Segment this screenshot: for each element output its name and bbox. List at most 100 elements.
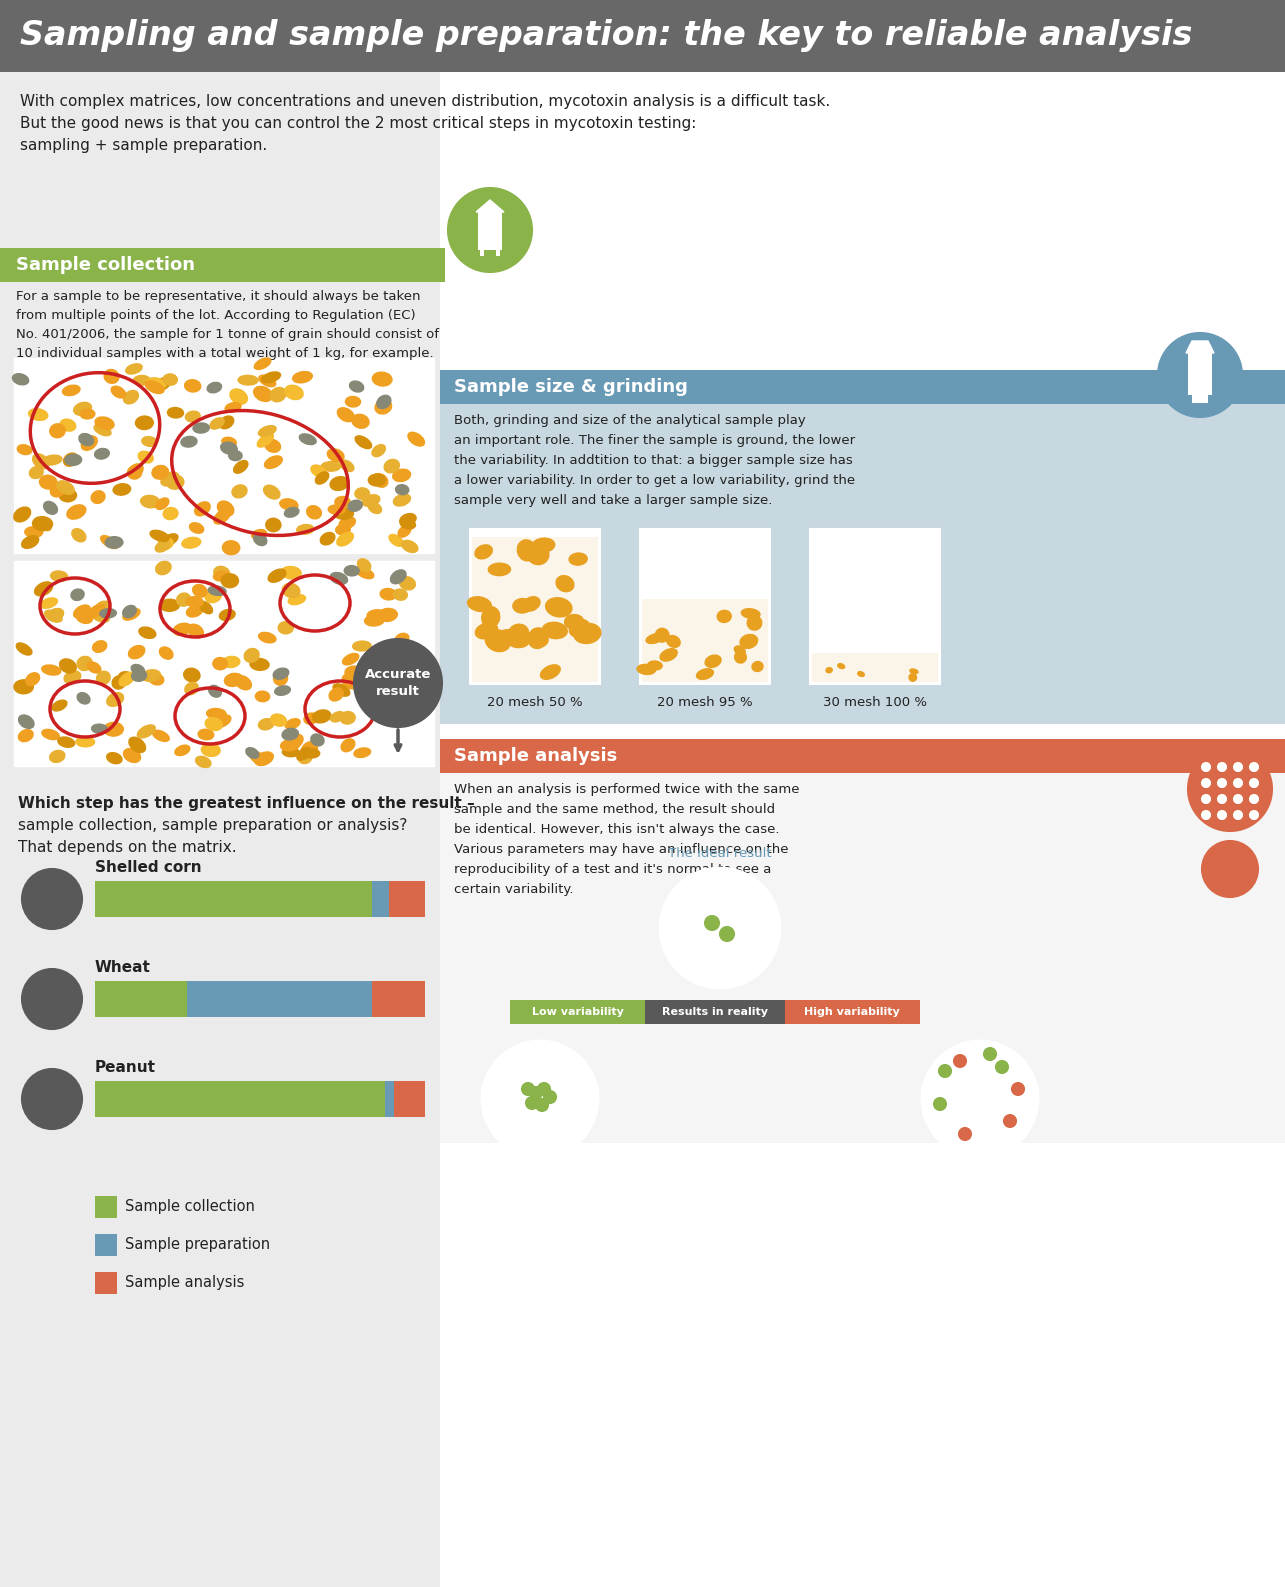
- Circle shape: [22, 970, 82, 1028]
- Circle shape: [1250, 779, 1258, 787]
- Ellipse shape: [297, 747, 311, 760]
- Ellipse shape: [36, 517, 51, 530]
- Ellipse shape: [193, 424, 209, 433]
- Ellipse shape: [163, 375, 177, 386]
- Ellipse shape: [213, 567, 230, 579]
- Ellipse shape: [155, 378, 171, 390]
- Ellipse shape: [141, 436, 157, 446]
- Circle shape: [984, 1047, 996, 1060]
- Ellipse shape: [95, 449, 109, 459]
- Ellipse shape: [285, 386, 303, 400]
- Ellipse shape: [646, 633, 664, 643]
- Circle shape: [1218, 795, 1226, 803]
- Bar: [95, 1273, 117, 1293]
- Circle shape: [660, 868, 780, 989]
- Ellipse shape: [858, 671, 865, 676]
- Bar: [439, 405, 1285, 724]
- Ellipse shape: [186, 605, 203, 617]
- Ellipse shape: [77, 692, 90, 705]
- Ellipse shape: [262, 371, 280, 382]
- Ellipse shape: [398, 646, 415, 659]
- Ellipse shape: [22, 536, 39, 549]
- Ellipse shape: [667, 635, 680, 647]
- Ellipse shape: [32, 517, 53, 530]
- Ellipse shape: [281, 728, 298, 740]
- Ellipse shape: [89, 605, 104, 617]
- Ellipse shape: [208, 686, 221, 697]
- Ellipse shape: [24, 527, 42, 538]
- Ellipse shape: [64, 452, 78, 467]
- Ellipse shape: [396, 484, 409, 495]
- Ellipse shape: [311, 733, 324, 746]
- Polygon shape: [475, 200, 504, 213]
- Ellipse shape: [206, 589, 221, 603]
- Ellipse shape: [293, 371, 312, 382]
- Ellipse shape: [542, 622, 567, 638]
- Ellipse shape: [400, 519, 415, 528]
- Ellipse shape: [274, 671, 288, 686]
- Ellipse shape: [13, 373, 28, 384]
- Ellipse shape: [139, 451, 153, 463]
- Circle shape: [923, 1041, 1038, 1157]
- Bar: [812, 652, 938, 682]
- Ellipse shape: [648, 662, 662, 670]
- Ellipse shape: [660, 649, 677, 662]
- Ellipse shape: [341, 711, 355, 724]
- Ellipse shape: [328, 449, 344, 462]
- Ellipse shape: [556, 576, 574, 592]
- Ellipse shape: [140, 495, 159, 508]
- Ellipse shape: [258, 632, 276, 643]
- Bar: [95, 1197, 117, 1217]
- Bar: [14, 359, 434, 552]
- Ellipse shape: [220, 416, 234, 428]
- Text: Peanut: Peanut: [95, 1060, 155, 1074]
- Ellipse shape: [735, 651, 747, 663]
- Text: With complex matrices, low concentrations and uneven distribution, mycotoxin ana: With complex matrices, low concentration…: [21, 94, 830, 110]
- Text: the variability. In addtition to that: a bigger sample size has: the variability. In addtition to that: a…: [454, 454, 853, 467]
- Ellipse shape: [225, 403, 242, 413]
- Ellipse shape: [181, 436, 197, 448]
- Ellipse shape: [206, 717, 222, 730]
- Ellipse shape: [528, 628, 547, 649]
- Ellipse shape: [96, 601, 111, 611]
- Ellipse shape: [270, 387, 287, 402]
- Ellipse shape: [344, 667, 360, 676]
- Ellipse shape: [44, 501, 58, 514]
- Ellipse shape: [288, 595, 306, 605]
- Ellipse shape: [353, 747, 370, 757]
- Ellipse shape: [220, 609, 235, 621]
- Ellipse shape: [221, 574, 239, 587]
- Ellipse shape: [235, 676, 252, 690]
- Ellipse shape: [280, 740, 299, 751]
- Ellipse shape: [123, 749, 140, 762]
- Ellipse shape: [740, 635, 758, 649]
- Ellipse shape: [153, 730, 170, 741]
- Text: No. 401/2006, the sample for 1 tonne of grain should consist of: No. 401/2006, the sample for 1 tonne of …: [15, 329, 439, 341]
- Text: Results in reality: Results in reality: [662, 1008, 768, 1017]
- Bar: [388, 881, 425, 917]
- Ellipse shape: [32, 454, 49, 468]
- Ellipse shape: [72, 528, 86, 541]
- Ellipse shape: [185, 379, 200, 392]
- Ellipse shape: [131, 670, 146, 681]
- Ellipse shape: [546, 598, 572, 617]
- Bar: [95, 981, 188, 1017]
- Circle shape: [939, 1065, 951, 1078]
- Ellipse shape: [350, 381, 364, 392]
- Circle shape: [953, 1055, 966, 1066]
- Text: sample and the same method, the result should: sample and the same method, the result s…: [454, 803, 775, 816]
- Ellipse shape: [123, 390, 139, 403]
- Ellipse shape: [527, 544, 549, 565]
- Ellipse shape: [30, 467, 44, 478]
- Circle shape: [1234, 763, 1243, 771]
- Ellipse shape: [189, 522, 204, 533]
- Text: Sample collection: Sample collection: [125, 1200, 254, 1214]
- Ellipse shape: [181, 538, 200, 548]
- Circle shape: [1234, 779, 1243, 787]
- Ellipse shape: [393, 589, 407, 600]
- Ellipse shape: [155, 541, 170, 552]
- Circle shape: [482, 1041, 598, 1157]
- Ellipse shape: [199, 601, 212, 614]
- Bar: [496, 248, 500, 256]
- Circle shape: [1250, 763, 1258, 771]
